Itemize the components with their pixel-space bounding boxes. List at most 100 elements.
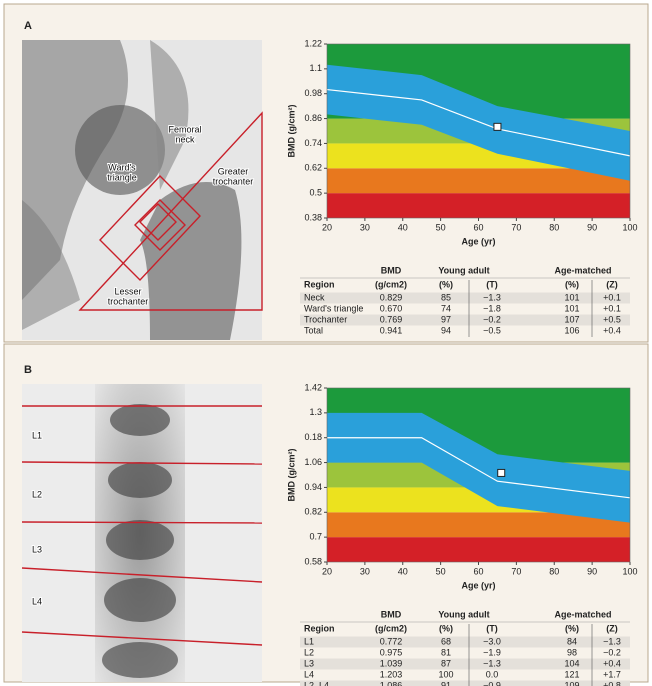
table-cell: −3.0 xyxy=(483,636,501,646)
y-tick-label: 0.38 xyxy=(304,212,322,222)
expected-range-band xyxy=(327,412,630,523)
x-tick-label: 100 xyxy=(622,222,637,232)
x-tick-label: 30 xyxy=(360,566,370,576)
table-cell: 106 xyxy=(564,325,579,335)
table-group-header: BMD xyxy=(381,265,402,275)
table-cell: L4 xyxy=(304,669,314,679)
table-header: (T) xyxy=(486,623,498,633)
table-header: (Z) xyxy=(606,623,618,633)
panel-label: B xyxy=(24,364,32,376)
y-axis-title: BMD (g/cm²) xyxy=(286,105,296,158)
table-cell: Total xyxy=(304,325,323,335)
table-cell: L2 xyxy=(304,647,314,657)
x-tick-label: 20 xyxy=(322,566,332,576)
table-cell: Trochanter xyxy=(304,314,347,324)
table-header: (%) xyxy=(439,623,453,633)
zone xyxy=(327,193,630,218)
table-cell: 1.039 xyxy=(380,658,403,668)
table-cell: 0.670 xyxy=(380,303,403,313)
table-cell: 0.829 xyxy=(380,292,403,302)
table-cell: 100 xyxy=(438,669,453,679)
x-tick-label: 90 xyxy=(587,222,597,232)
age-matched-mean-line xyxy=(327,437,631,499)
table-group-header: Young adult xyxy=(438,609,489,619)
image-label: L4 xyxy=(32,596,42,606)
y-tick-label: 0.74 xyxy=(304,138,322,148)
y-tick-label: 1.3 xyxy=(309,407,322,417)
table-cell: 1.203 xyxy=(380,669,403,679)
table-cell: +1.7 xyxy=(603,669,621,679)
table-cell: 101 xyxy=(564,292,579,302)
table-cell: L2–L4 xyxy=(304,680,329,686)
image-label: Femoral xyxy=(168,124,201,134)
table-header: (T) xyxy=(486,279,498,289)
image-label: L3 xyxy=(32,544,42,554)
table-cell: L3 xyxy=(304,658,314,668)
xray-spine xyxy=(21,384,263,682)
table-header: (Z) xyxy=(606,279,618,289)
table-cell: −1.9 xyxy=(483,647,501,657)
table-cell: −1.3 xyxy=(483,658,501,668)
x-tick-label: 70 xyxy=(511,222,521,232)
table-cell: 94 xyxy=(441,325,451,335)
zone xyxy=(327,512,630,538)
image-label: trochanter xyxy=(213,176,254,186)
table-cell: Neck xyxy=(304,292,325,302)
zone xyxy=(327,168,630,194)
x-tick-label: 40 xyxy=(398,566,408,576)
y-tick-label: 1.42 xyxy=(304,382,322,392)
expected-range-band xyxy=(327,64,630,181)
age-matched-mean-line xyxy=(326,88,631,157)
y-tick-label: 1.1 xyxy=(309,63,322,73)
table-group-header: BMD xyxy=(381,609,402,619)
y-tick-label: 1.06 xyxy=(304,457,322,467)
table-cell: 98 xyxy=(567,647,577,657)
x-tick-label: 50 xyxy=(436,222,446,232)
table-cell: 107 xyxy=(564,314,579,324)
xray-hip xyxy=(22,40,263,340)
table-group-header: Age-matched xyxy=(554,265,611,275)
table-cell: 0.0 xyxy=(486,669,499,679)
table-cell: +0.1 xyxy=(603,292,621,302)
x-axis-title: Age (yr) xyxy=(461,236,495,246)
image-label: Greater xyxy=(218,166,249,176)
y-tick-label: 0.7 xyxy=(309,532,322,542)
image-label: trochanter xyxy=(108,296,149,306)
table-cell: −0.2 xyxy=(483,314,501,324)
table-header: Region xyxy=(304,279,335,289)
y-tick-label: 0.58 xyxy=(304,556,322,566)
y-tick-label: 0.98 xyxy=(304,88,322,98)
table-header: (g/cm2) xyxy=(375,279,407,289)
table-cell: 81 xyxy=(441,647,451,657)
table-cell: 104 xyxy=(564,658,579,668)
table-cell: −0.5 xyxy=(483,325,501,335)
image-label: triangle xyxy=(107,172,137,182)
table-cell: 109 xyxy=(564,680,579,686)
x-tick-label: 40 xyxy=(398,222,408,232)
row-shade xyxy=(300,658,630,670)
table-cell: 101 xyxy=(564,303,579,313)
table-cell: −1.3 xyxy=(603,636,621,646)
table-cell: 91 xyxy=(441,680,451,686)
zone xyxy=(327,537,630,562)
table-cell: +0.4 xyxy=(603,325,621,335)
y-tick-label: 0.86 xyxy=(304,113,322,123)
table-cell: 0.772 xyxy=(380,636,403,646)
table-cell: +0.1 xyxy=(603,303,621,313)
table-cell: −0.9 xyxy=(483,680,501,686)
table-cell: −1.8 xyxy=(483,303,501,313)
table-cell: 68 xyxy=(441,636,451,646)
row-shade xyxy=(300,292,630,304)
table-cell: 0.975 xyxy=(380,647,403,657)
y-tick-label: 0.82 xyxy=(304,507,322,517)
table-header: Region xyxy=(304,623,335,633)
table-header: (g/cm2) xyxy=(375,623,407,633)
x-tick-label: 80 xyxy=(549,566,559,576)
x-tick-label: 30 xyxy=(360,222,370,232)
table-cell: +0.8 xyxy=(603,680,621,686)
table-group-header: Young adult xyxy=(438,265,489,275)
image-label: L1 xyxy=(32,430,42,440)
table-cell: L1 xyxy=(304,636,314,646)
x-tick-label: 90 xyxy=(587,566,597,576)
